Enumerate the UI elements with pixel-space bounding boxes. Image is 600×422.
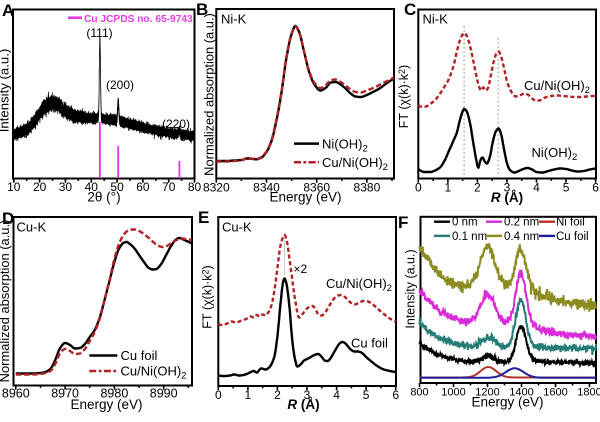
svg-text:R (Å): R (Å) (491, 190, 523, 205)
svg-text:8360: 8360 (303, 181, 330, 195)
svg-text:4: 4 (533, 181, 540, 195)
svg-text:Energy (eV): Energy (eV) (471, 395, 543, 410)
svg-text:8380: 8380 (354, 181, 381, 195)
svg-text:Energy (eV): Energy (eV) (70, 397, 142, 412)
svg-text:8340: 8340 (253, 181, 280, 195)
svg-text:Cu/Ni(OH)2: Cu/Ni(OH)2 (322, 155, 388, 173)
svg-text:Ni-K: Ni-K (423, 12, 449, 27)
svg-text:1: 1 (245, 388, 252, 402)
svg-text:3: 3 (504, 181, 511, 195)
svg-text:E: E (198, 208, 209, 227)
svg-text:Ni-K: Ni-K (221, 12, 247, 27)
svg-text:0.4 nm: 0.4 nm (504, 231, 539, 243)
svg-text:800: 800 (410, 387, 428, 399)
svg-text:2θ (°): 2θ (°) (87, 190, 120, 205)
svg-text:1800: 1800 (577, 387, 600, 399)
svg-text:0 nm: 0 nm (452, 217, 478, 229)
svg-text:8990: 8990 (150, 387, 178, 401)
svg-text:40: 40 (85, 180, 99, 194)
svg-text:5: 5 (563, 181, 570, 195)
svg-text:4: 4 (333, 388, 340, 402)
svg-text:C: C (404, 0, 416, 19)
svg-text:Intensity (a.u.): Intensity (a.u.) (404, 249, 418, 328)
svg-text:Intensity (a.u.): Intensity (a.u.) (0, 49, 12, 133)
svg-text:(200): (200) (106, 78, 134, 92)
svg-text:R (Å): R (Å) (287, 397, 319, 412)
svg-text:8960: 8960 (2, 387, 30, 401)
svg-text:60: 60 (136, 180, 150, 194)
svg-text:1: 1 (445, 181, 452, 195)
svg-text:D: D (2, 209, 14, 228)
svg-text:Cu-K: Cu-K (222, 220, 252, 235)
svg-text:Energy (eV): Energy (eV) (269, 190, 341, 205)
svg-text:Cu foil: Cu foil (121, 348, 158, 363)
svg-text:×2: ×2 (294, 262, 308, 276)
svg-text:1600: 1600 (543, 387, 567, 399)
svg-text:0.1 nm: 0.1 nm (452, 231, 487, 243)
svg-text:70: 70 (162, 180, 176, 194)
svg-text:(220): (220) (162, 117, 190, 131)
svg-text:Ni foil: Ni foil (556, 217, 585, 229)
svg-text:1000: 1000 (441, 387, 465, 399)
svg-text:3: 3 (304, 388, 311, 402)
svg-text:Cu/Ni(OH)2: Cu/Ni(OH)2 (121, 364, 187, 382)
svg-text:Cu/Ni(OH)2: Cu/Ni(OH)2 (326, 276, 392, 294)
svg-text:5: 5 (363, 388, 370, 402)
svg-text:FT (χ(k)·k2): FT (χ(k)·k2) (397, 65, 411, 128)
svg-text:Normalized absorption (a.u.): Normalized absorption (a.u.) (0, 220, 12, 383)
svg-text:(111): (111) (86, 26, 112, 40)
svg-text:2: 2 (274, 388, 281, 402)
svg-text:8320: 8320 (203, 181, 230, 195)
svg-text:6: 6 (392, 388, 399, 402)
svg-text:0.2 nm: 0.2 nm (504, 217, 539, 229)
svg-text:Cu/Ni(OH)2: Cu/Ni(OH)2 (524, 78, 590, 96)
svg-text:0: 0 (415, 181, 422, 195)
svg-text:20: 20 (33, 180, 47, 194)
svg-text:Cu foil: Cu foil (351, 336, 388, 351)
svg-text:80: 80 (188, 180, 202, 194)
svg-text:Cu JCPDS no. 65-9743: Cu JCPDS no. 65-9743 (84, 14, 193, 25)
svg-text:1200: 1200 (475, 387, 499, 399)
svg-text:30: 30 (59, 180, 73, 194)
svg-text:2: 2 (474, 181, 481, 195)
svg-text:50: 50 (110, 180, 124, 194)
svg-text:Normalized absorption (a.u.): Normalized absorption (a.u.) (202, 13, 217, 176)
svg-text:FT (χ(k)·k2): FT (χ(k)·k2) (201, 265, 215, 328)
svg-text:F: F (398, 213, 408, 232)
svg-text:6: 6 (592, 181, 599, 195)
svg-text:B: B (196, 0, 208, 19)
svg-text:8970: 8970 (51, 387, 79, 401)
svg-text:A: A (2, 1, 14, 20)
svg-text:1400: 1400 (509, 387, 533, 399)
svg-text:Cu foil: Cu foil (556, 231, 589, 243)
svg-text:10: 10 (7, 180, 21, 194)
svg-text:0: 0 (215, 388, 222, 402)
svg-text:Ni(OH)2: Ni(OH)2 (532, 145, 578, 163)
svg-text:8980: 8980 (100, 387, 128, 401)
svg-text:Ni(OH)2: Ni(OH)2 (322, 137, 368, 155)
svg-text:Cu-K: Cu-K (17, 220, 47, 235)
